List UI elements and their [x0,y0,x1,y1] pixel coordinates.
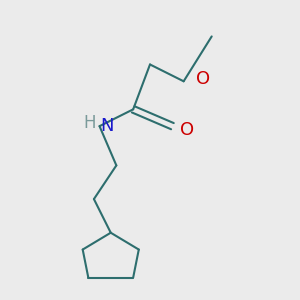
Text: O: O [180,121,194,139]
Text: N: N [100,117,114,135]
Text: H: H [84,114,96,132]
Text: O: O [196,70,210,88]
